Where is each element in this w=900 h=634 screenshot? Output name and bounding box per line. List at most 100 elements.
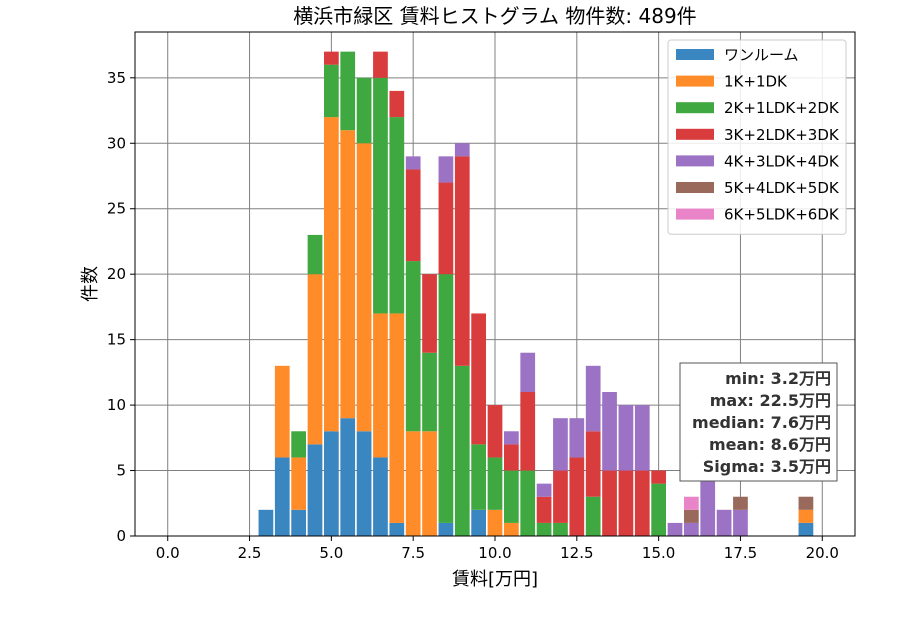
bar-segment-series-2 — [454, 365, 470, 536]
bar-segment-series-3 — [373, 51, 388, 78]
bar-segment-series-3 — [651, 470, 666, 484]
stats-box-frame — [679, 362, 838, 482]
bar-segment-series-3 — [536, 496, 552, 523]
bar-segment-series-3 — [553, 470, 568, 523]
y-tick-label: 15 — [107, 331, 126, 349]
bar-segment-series-2 — [340, 51, 356, 131]
bar-segment-series-4 — [438, 156, 454, 183]
bar-segment-series-4 — [520, 352, 536, 392]
bar-segment-series-3 — [634, 470, 650, 536]
stats-line: min: 3.2万円 — [725, 369, 831, 388]
bar-segment-series-1 — [487, 509, 503, 536]
bar-segment-series-2 — [389, 117, 405, 314]
y-tick-label: 5 — [116, 462, 126, 480]
bar-segment-series-1 — [274, 365, 290, 458]
bar-segment-series-1 — [798, 509, 814, 523]
bar-segment-series-4 — [618, 405, 634, 471]
bar-segment-series-0 — [274, 457, 290, 536]
bar-segment-series-3 — [618, 470, 634, 536]
bar-segment-series-1 — [373, 313, 388, 458]
stats-line: max: 22.5万円 — [710, 391, 831, 410]
bar-segment-series-1 — [405, 431, 421, 536]
bar-segment-series-2 — [585, 496, 601, 536]
bar-segment-series-0 — [258, 509, 274, 536]
bar-segment-series-6 — [684, 496, 699, 510]
y-tick-label: 25 — [107, 200, 126, 218]
y-tick-label: 20 — [107, 265, 126, 283]
y-tick-label: 0 — [116, 527, 126, 545]
bar-segment-series-3 — [520, 392, 536, 471]
bar-segment-series-5 — [798, 496, 814, 510]
legend-swatch — [676, 102, 714, 114]
x-tick-label: 12.5 — [560, 544, 593, 562]
legend-swatch — [676, 128, 714, 140]
x-tick-label: 10.0 — [478, 544, 511, 562]
bar-segment-series-0 — [324, 431, 339, 536]
bar-segment-series-1 — [307, 274, 323, 445]
legend-label: 4K+3LDK+4DK — [724, 152, 840, 170]
bar-segment-series-4 — [716, 509, 732, 536]
bar-segment-series-1 — [356, 143, 372, 432]
bar-segment-series-4 — [733, 509, 748, 536]
bar-segment-series-3 — [487, 405, 503, 458]
bar-segment-series-4 — [585, 365, 601, 432]
x-tick-label: 2.5 — [238, 544, 262, 562]
bar-segment-series-3 — [405, 169, 421, 262]
bar-segment-series-4 — [454, 143, 470, 157]
stats-box: min: 3.2万円 max: 22.5万円 median: 7.6万円 mean: … — [679, 362, 838, 482]
x-tick-label: 20.0 — [806, 544, 839, 562]
legend-label: 2K+1LDK+2DK — [724, 99, 840, 117]
legend-swatch — [676, 208, 714, 220]
bar-segment-series-2 — [438, 274, 454, 523]
x-axis-label: 賃料[万円] — [452, 569, 538, 590]
bar-segment-series-0 — [356, 431, 372, 536]
bar-segment-series-2 — [373, 77, 388, 314]
x-tick-label: 15.0 — [642, 544, 675, 562]
bar-segment-series-1 — [340, 130, 356, 419]
bar-segment-series-1 — [291, 457, 306, 510]
x-tick-label: 5.0 — [319, 544, 343, 562]
bar-segment-series-3 — [389, 90, 405, 118]
bar-segment-series-3 — [569, 457, 585, 536]
legend-swatch — [676, 49, 714, 60]
x-tick-label: 7.5 — [401, 544, 425, 562]
y-tick-label: 30 — [107, 134, 126, 152]
y-tick-label: 35 — [107, 69, 126, 87]
legend: ワンルーム 1K+1DK 2K+1LDK+2DK 3K+2LDK+3DK 4K+3LDK… — [667, 39, 847, 235]
bar-segment-series-3 — [438, 182, 454, 275]
ticks-layer: 0.0 2.5 5.0 7.5 10.0 12.5 15.0 17.5 20.0 0 5 10 15 20… — [107, 69, 839, 562]
legend-label: 5K+4LDK+5DK — [724, 179, 840, 197]
stats-line: Sigma: 3.5万円 — [703, 457, 831, 476]
bar-segment-series-4 — [405, 156, 421, 170]
bars-layer — [258, 51, 814, 536]
x-tick-label: 17.5 — [724, 544, 757, 562]
chart-title: 横浜市緑区 賃料ヒストグラム 物件数: 489件 — [293, 4, 696, 28]
bar-segment-series-2 — [520, 470, 536, 536]
bar-segment-series-4 — [602, 392, 617, 471]
bar-segment-series-2 — [291, 431, 306, 458]
bar-segment-series-3 — [324, 51, 339, 65]
bar-segment-series-4 — [504, 431, 519, 445]
bar-segment-series-3 — [454, 156, 470, 366]
legend-label: ワンルーム — [724, 46, 799, 64]
bar-segment-series-2 — [471, 444, 486, 510]
y-axis-label: 件数 — [80, 266, 101, 302]
y-tick-label: 10 — [107, 396, 126, 414]
bar-segment-series-4 — [634, 405, 650, 471]
bar-segment-series-2 — [504, 470, 519, 523]
bar-segment-series-0 — [438, 522, 454, 536]
bar-segment-series-3 — [602, 470, 617, 536]
bar-segment-series-1 — [324, 117, 339, 432]
bar-segment-series-0 — [291, 509, 306, 536]
legend-label: 1K+1DK — [724, 73, 788, 91]
bar-segment-series-0 — [340, 418, 356, 536]
bar-segment-series-4 — [569, 418, 585, 458]
bar-segment-series-0 — [471, 509, 486, 536]
bar-segment-series-2 — [487, 457, 503, 510]
bar-segment-series-2 — [536, 522, 552, 536]
stats-line: median: 7.6万円 — [692, 413, 831, 432]
bar-segment-series-1 — [389, 313, 405, 523]
stats-line: mean: 8.6万円 — [709, 435, 831, 454]
